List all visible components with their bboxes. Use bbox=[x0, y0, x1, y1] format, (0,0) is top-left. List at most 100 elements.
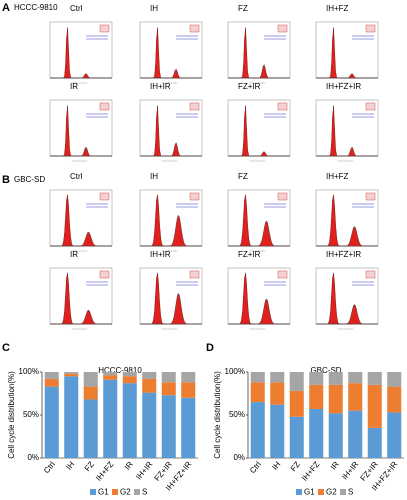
legend-swatch bbox=[318, 489, 324, 495]
bar-segment bbox=[142, 372, 157, 379]
panel-label: D bbox=[206, 342, 214, 354]
x-tick-label: IH+IR bbox=[134, 460, 154, 482]
bar-segment bbox=[367, 427, 382, 458]
bar-segment bbox=[44, 378, 59, 387]
histogram-legend bbox=[277, 192, 288, 201]
bar-segment bbox=[103, 379, 118, 458]
bar-segment bbox=[270, 372, 285, 383]
histogram-legend bbox=[365, 102, 376, 111]
bar-segment bbox=[289, 416, 304, 458]
bar-segment bbox=[142, 392, 157, 458]
histogram-legend bbox=[365, 24, 376, 33]
condition-label: IH+IR bbox=[150, 250, 171, 259]
g1-peak bbox=[316, 272, 378, 325]
bar-segment bbox=[387, 372, 402, 387]
x-tick-label: IH+IR bbox=[340, 460, 360, 482]
g2-peak bbox=[228, 64, 290, 79]
bar-segment bbox=[309, 408, 324, 458]
bar-segment bbox=[122, 383, 137, 458]
histogram-legend bbox=[277, 24, 288, 33]
bar-segment bbox=[103, 375, 118, 380]
y-tick-label: 0% bbox=[27, 453, 39, 462]
bar-segment bbox=[83, 386, 98, 400]
bar-segment bbox=[309, 372, 324, 385]
bar-segment bbox=[250, 372, 265, 383]
g1-peak bbox=[316, 27, 378, 79]
condition-label: IH bbox=[150, 172, 158, 181]
bar-segment bbox=[161, 382, 176, 396]
bar-segment bbox=[289, 390, 304, 417]
condition-label: Ctrl bbox=[70, 4, 83, 13]
x-tick-label: IH bbox=[64, 460, 76, 472]
bar-segment bbox=[309, 384, 324, 409]
bar-segment bbox=[348, 383, 363, 411]
condition-label: IR bbox=[70, 250, 78, 259]
histogram-legend bbox=[99, 24, 110, 33]
legend-swatch bbox=[134, 489, 140, 495]
condition-label: IH bbox=[150, 4, 158, 13]
bar-segment bbox=[387, 412, 402, 458]
y-tick-label: 50% bbox=[23, 410, 39, 419]
bar-segment bbox=[64, 376, 79, 458]
bar-segment bbox=[348, 410, 363, 458]
g2-peak bbox=[228, 298, 290, 325]
condition-label: FZ+IR bbox=[238, 82, 261, 91]
histogram-legend bbox=[277, 102, 288, 111]
bar-segment bbox=[161, 372, 176, 383]
g2-peak bbox=[140, 68, 202, 79]
g1-peak bbox=[140, 105, 202, 157]
y-tick-label: 0% bbox=[233, 453, 245, 462]
g1-peak bbox=[316, 194, 378, 247]
g2-peak bbox=[316, 226, 378, 247]
histogram-legend bbox=[99, 192, 110, 201]
panel-label: C bbox=[2, 342, 10, 354]
histogram-legend bbox=[277, 270, 288, 279]
bar-segment bbox=[122, 372, 137, 377]
bar-segment bbox=[83, 399, 98, 458]
g1-peak bbox=[50, 27, 112, 79]
g2-peak bbox=[316, 146, 378, 157]
y-tick-label: 50% bbox=[229, 410, 245, 419]
condition-label: IH+FZ+IR bbox=[326, 250, 361, 259]
histogram-legend bbox=[99, 270, 110, 279]
condition-label: IH+FZ bbox=[326, 172, 349, 181]
histogram-legend bbox=[189, 102, 200, 111]
x-tick-label: FZ bbox=[289, 460, 302, 473]
bar-segment bbox=[44, 386, 59, 458]
g1-peak bbox=[140, 194, 202, 247]
legend-label: G1 bbox=[98, 488, 109, 497]
bar-segment bbox=[122, 376, 137, 384]
g1-peak bbox=[316, 105, 378, 157]
y-axis-label: Cell cycle distribution(%) bbox=[213, 371, 222, 459]
legend-label: S bbox=[348, 488, 353, 497]
x-tick-label: IH+FZ bbox=[300, 460, 321, 483]
bar-segment bbox=[161, 395, 176, 458]
panel-label: A bbox=[2, 2, 10, 14]
g2-peak bbox=[50, 231, 112, 247]
histogram-legend bbox=[365, 192, 376, 201]
x-tick-label: IR bbox=[123, 460, 135, 472]
condition-label: FZ+IR bbox=[238, 250, 261, 259]
bar-segment bbox=[83, 372, 98, 387]
g2-peak bbox=[316, 73, 378, 79]
bar-segment bbox=[142, 378, 157, 393]
g2-peak bbox=[50, 309, 112, 325]
cell-line: GBC-SD bbox=[14, 175, 45, 184]
g2-peak bbox=[140, 292, 202, 325]
y-tick-label: 100% bbox=[19, 367, 39, 376]
bar-segment bbox=[64, 372, 79, 374]
legend-swatch bbox=[340, 489, 346, 495]
histogram-legend bbox=[99, 102, 110, 111]
g1-peak bbox=[228, 105, 290, 157]
legend-swatch bbox=[112, 489, 118, 495]
g2-peak bbox=[316, 304, 378, 325]
panel-label: B bbox=[2, 174, 10, 186]
g1-peak bbox=[140, 272, 202, 325]
bar-segment bbox=[270, 382, 285, 405]
bar-segment bbox=[181, 382, 196, 398]
y-axis-label: Cell cycle distribution(%) bbox=[7, 371, 16, 459]
chart-title: GBC-SD bbox=[310, 366, 341, 375]
bar-segment bbox=[250, 382, 265, 403]
legend-label: G2 bbox=[326, 488, 337, 497]
